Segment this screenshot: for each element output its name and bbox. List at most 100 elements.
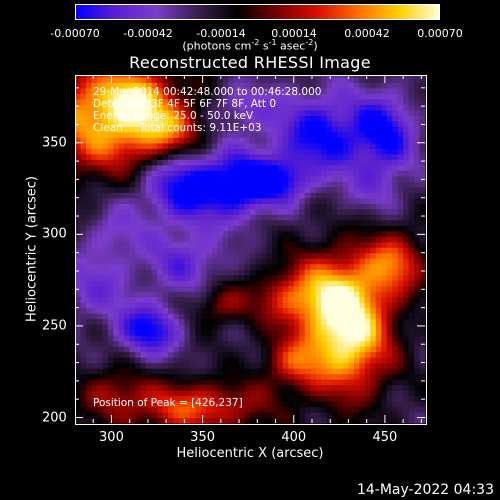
heatmap-cell — [342, 164, 350, 171]
heatmap-cell — [370, 225, 377, 232]
heatmap-cell — [359, 263, 366, 270]
heatmap-cell — [271, 247, 278, 254]
heatmap-cell — [392, 296, 399, 303]
heatmap-cell — [140, 291, 147, 298]
heatmap-cell — [107, 104, 114, 111]
heatmap-cell — [370, 230, 377, 237]
heatmap-cell — [162, 148, 169, 155]
heatmap-cell — [85, 104, 93, 111]
heatmap-cell — [293, 302, 300, 309]
heatmap-cell — [370, 148, 377, 155]
heatmap-cell — [321, 362, 328, 369]
heatmap-cell — [200, 335, 207, 342]
heatmap-cell — [381, 115, 388, 122]
heatmap-cell — [310, 93, 317, 100]
heatmap-cell — [222, 225, 229, 232]
heatmap-cell — [222, 280, 229, 287]
heatmap-cell — [184, 175, 191, 182]
heatmap-cell — [315, 208, 322, 215]
heatmap-cell — [151, 93, 158, 100]
heatmap-cell — [178, 318, 185, 325]
heatmap-cell — [250, 335, 257, 342]
heatmap-cell — [85, 395, 93, 402]
heatmap-cell — [321, 417, 328, 424]
heatmap-cell — [146, 137, 153, 144]
heatmap-cell — [162, 307, 169, 314]
heatmap-cell — [255, 186, 262, 193]
heatmap-cell — [228, 214, 235, 221]
heatmap-cell — [75, 351, 82, 358]
heatmap-cell — [200, 357, 207, 364]
heatmap-cell — [293, 148, 300, 155]
heatmap-cell — [162, 203, 169, 210]
heatmap-cell — [414, 274, 421, 281]
heatmap-cell — [359, 412, 366, 419]
heatmap-cell — [107, 307, 114, 314]
heatmap-cell — [206, 324, 213, 331]
heatmap-cell — [80, 379, 87, 386]
heatmap-cell — [157, 395, 164, 402]
heatmap-cell — [113, 346, 120, 353]
heatmap-cell — [326, 98, 333, 105]
heatmap-cell — [107, 153, 114, 160]
heatmap-cell — [239, 379, 246, 386]
heatmap-cell — [266, 412, 273, 419]
heatmap-cell — [217, 87, 224, 94]
heatmap-cell — [414, 142, 421, 149]
heatmap-cell — [135, 197, 142, 204]
heatmap-cell — [178, 109, 185, 116]
heatmap-cell — [282, 137, 289, 144]
heatmap-cell — [260, 335, 268, 342]
heatmap-cell — [310, 98, 317, 105]
heatmap-cell — [222, 137, 229, 144]
heatmap-cell — [167, 208, 175, 215]
heatmap-cell — [157, 373, 164, 380]
heatmap-cell — [386, 192, 393, 199]
heatmap-cell — [260, 170, 268, 177]
heatmap-cell — [408, 82, 415, 89]
heatmap-cell — [167, 401, 175, 408]
heatmap-cell — [107, 164, 114, 171]
heatmap-cell — [321, 208, 328, 215]
heatmap-cell — [140, 302, 147, 309]
heatmap-cell — [277, 142, 284, 149]
heatmap-cell — [75, 175, 82, 182]
heatmap-cell — [151, 115, 158, 122]
heatmap-cell — [271, 373, 278, 380]
heatmap-cell — [75, 340, 82, 347]
heatmap-cell — [403, 291, 410, 298]
heatmap-cell — [342, 87, 350, 94]
heatmap-cell — [189, 247, 196, 254]
heatmap-cell — [348, 75, 355, 78]
heatmap-cell — [364, 241, 371, 248]
heatmap-cell — [162, 296, 169, 303]
heatmap-cell — [140, 274, 147, 281]
heatmap-cell — [113, 120, 120, 127]
heatmap-cell — [310, 263, 317, 270]
heatmap-cell — [392, 291, 399, 298]
heatmap-cell — [124, 313, 131, 320]
heatmap-cell — [397, 263, 404, 270]
heatmap-cell — [304, 302, 311, 309]
heatmap-cell — [233, 104, 240, 111]
heatmap-cell — [250, 263, 257, 270]
heatmap-cell — [217, 346, 224, 353]
heatmap-cell — [211, 181, 218, 188]
heatmap-cell — [173, 296, 180, 303]
heatmap-cell — [195, 280, 202, 287]
heatmap-cell — [146, 351, 153, 358]
heatmap-cell — [244, 192, 251, 199]
heatmap-cell — [140, 247, 147, 254]
heatmap-cell — [419, 285, 426, 292]
heatmap-cell — [310, 170, 317, 177]
heatmap-cell — [151, 76, 158, 83]
heatmap-cell — [266, 346, 273, 353]
heatmap-cell — [337, 417, 344, 424]
heatmap-cell — [80, 164, 87, 171]
heatmap-cell — [348, 214, 355, 221]
heatmap-cell — [266, 252, 273, 259]
heatmap-cell — [189, 252, 196, 259]
heatmap-cell — [173, 384, 180, 391]
heatmap-cell — [299, 219, 306, 226]
heatmap-cell — [135, 181, 142, 188]
